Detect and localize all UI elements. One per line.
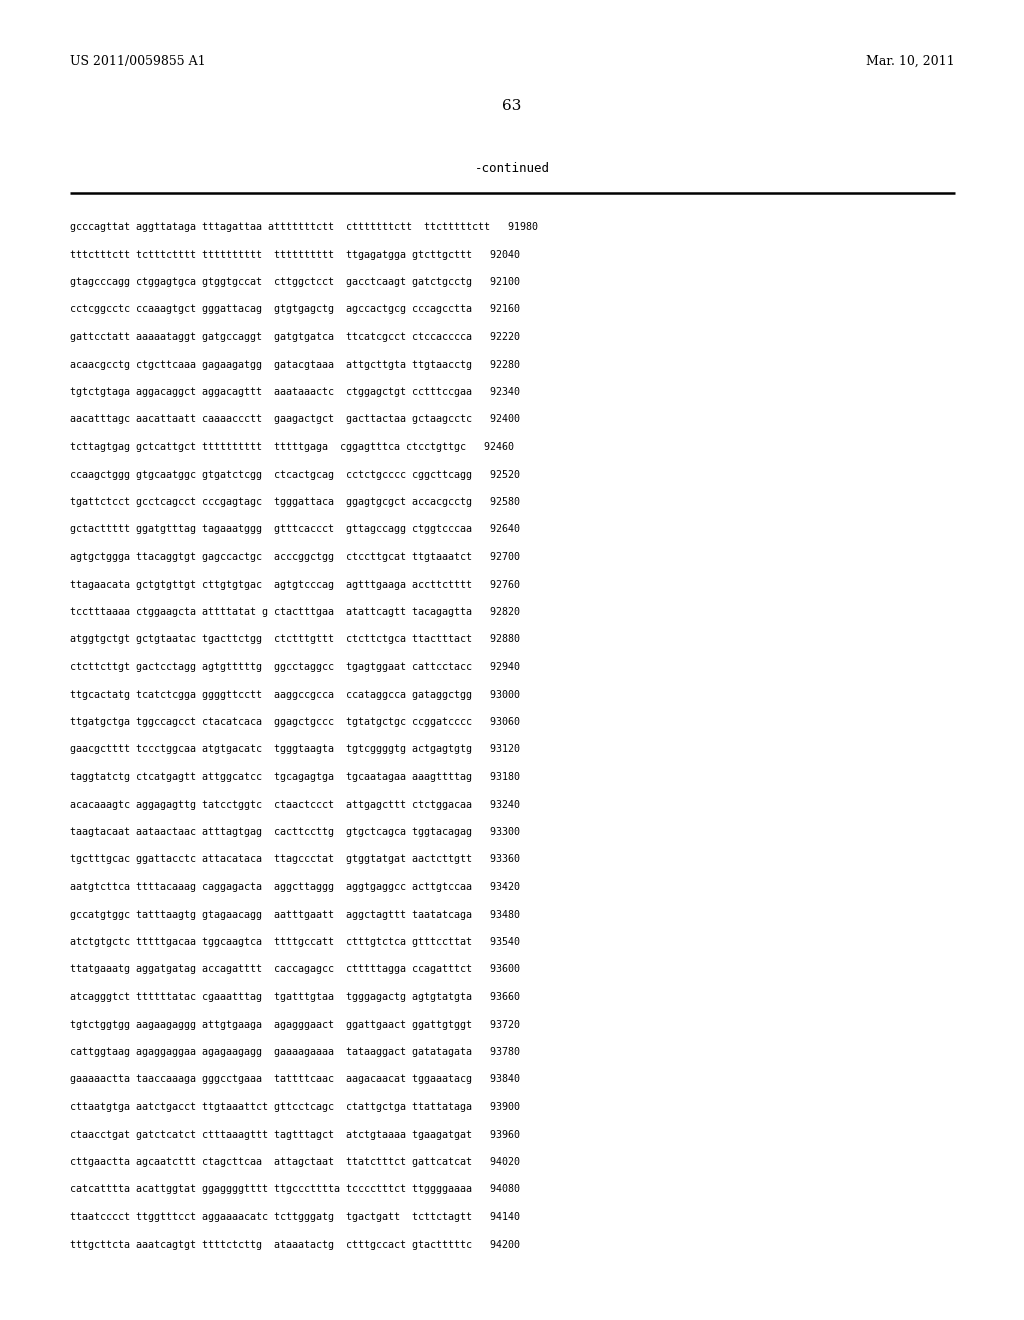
Text: cctcggcctc ccaaagtgct gggattacag  gtgtgagctg  agccactgcg cccagcctta   92160: cctcggcctc ccaaagtgct gggattacag gtgtgag… bbox=[70, 305, 520, 314]
Text: cattggtaag agaggaggaa agagaagagg  gaaaagaaaa  tataaggact gatatagata   93780: cattggtaag agaggaggaa agagaagagg gaaaaga… bbox=[70, 1047, 520, 1057]
Text: gattcctatt aaaaataggt gatgccaggt  gatgtgatca  ttcatcgcct ctccacccca   92220: gattcctatt aaaaataggt gatgccaggt gatgtga… bbox=[70, 333, 520, 342]
Text: gcccagttat aggttataga tttagattaa atttttttctt  ctttttttctt  ttctttttctt   91980: gcccagttat aggttataga tttagattaa atttttt… bbox=[70, 222, 538, 232]
Text: tcctttaaaa ctggaagcta attttatat g ctactttgaa  atattcagtt tacagagtta   92820: tcctttaaaa ctggaagcta attttatat g ctactt… bbox=[70, 607, 520, 616]
Text: tttgcttcta aaatcagtgt ttttctcttg  ataaatactg  ctttgccact gtactttttc   94200: tttgcttcta aaatcagtgt ttttctcttg ataaata… bbox=[70, 1239, 520, 1250]
Text: ttaatcccct ttggtttcct aggaaaacatc tcttgggatg  tgactgatt  tcttctagtt   94140: ttaatcccct ttggtttcct aggaaaacatc tcttgg… bbox=[70, 1212, 520, 1222]
Text: ccaagctggg gtgcaatggc gtgatctcgg  ctcactgcag  cctctgcccc cggcttcagg   92520: ccaagctggg gtgcaatggc gtgatctcgg ctcactg… bbox=[70, 470, 520, 479]
Text: cttgaactta agcaatcttt ctagcttcaa  attagctaat  ttatctttct gattcatcat   94020: cttgaactta agcaatcttt ctagcttcaa attagct… bbox=[70, 1158, 520, 1167]
Text: tgtctgtaga aggacaggct aggacagttt  aaataaactc  ctggagctgt cctttccgaa   92340: tgtctgtaga aggacaggct aggacagttt aaataaa… bbox=[70, 387, 520, 397]
Text: aatgtcttca ttttacaaag caggagacta  aggcttaggg  aggtgaggcc acttgtccaa   93420: aatgtcttca ttttacaaag caggagacta aggctta… bbox=[70, 882, 520, 892]
Text: gaacgctttt tccctggcaa atgtgacatc  tgggtaagta  tgtcggggtg actgagtgtg   93120: gaacgctttt tccctggcaa atgtgacatc tgggtaa… bbox=[70, 744, 520, 755]
Text: catcatttta acattggtat ggaggggtttt ttgccctttta tcccctttct ttggggaaaa   94080: catcatttta acattggtat ggaggggtttt ttgccc… bbox=[70, 1184, 520, 1195]
Text: ttgcactatg tcatctcgga ggggttcctt  aaggccgcca  ccataggcca gataggctgg   93000: ttgcactatg tcatctcgga ggggttcctt aaggccg… bbox=[70, 689, 520, 700]
Text: -continued: -continued bbox=[474, 162, 550, 176]
Text: ctcttcttgt gactcctagg agtgtttttg  ggcctaggcc  tgagtggaat cattcctacc   92940: ctcttcttgt gactcctagg agtgtttttg ggcctag… bbox=[70, 663, 520, 672]
Text: ttagaacata gctgtgttgt cttgtgtgac  agtgtcccag  agtttgaaga accttctttt   92760: ttagaacata gctgtgttgt cttgtgtgac agtgtcc… bbox=[70, 579, 520, 590]
Text: taggtatctg ctcatgagtt attggcatcc  tgcagagtga  tgcaatagaa aaagttttag   93180: taggtatctg ctcatgagtt attggcatcc tgcagag… bbox=[70, 772, 520, 781]
Text: atctgtgctc tttttgacaa tggcaagtca  ttttgccatt  ctttgtctca gtttccttat   93540: atctgtgctc tttttgacaa tggcaagtca ttttgcc… bbox=[70, 937, 520, 946]
Text: gtagcccagg ctggagtgca gtggtgccat  cttggctcct  gacctcaagt gatctgcctg   92100: gtagcccagg ctggagtgca gtggtgccat cttggct… bbox=[70, 277, 520, 286]
Text: aacatttagc aacattaatt caaaaccctt  gaagactgct  gacttactaa gctaagcctc   92400: aacatttagc aacattaatt caaaaccctt gaagact… bbox=[70, 414, 520, 425]
Text: tgtctggtgg aagaagaggg attgtgaaga  agagggaact  ggattgaact ggattgtggt   93720: tgtctggtgg aagaagaggg attgtgaaga agaggga… bbox=[70, 1019, 520, 1030]
Text: ttatgaaatg aggatgatag accagatttt  caccagagcc  ctttttagga ccagatttct   93600: ttatgaaatg aggatgatag accagatttt caccaga… bbox=[70, 965, 520, 974]
Text: gccatgtggc tatttaagtg gtagaacagg  aatttgaatt  aggctagttt taatatcaga   93480: gccatgtggc tatttaagtg gtagaacagg aatttga… bbox=[70, 909, 520, 920]
Text: ttgatgctga tggccagcct ctacatcaca  ggagctgccc  tgtatgctgc ccggatcccc   93060: ttgatgctga tggccagcct ctacatcaca ggagctg… bbox=[70, 717, 520, 727]
Text: acaacgcctg ctgcttcaaa gagaagatgg  gatacgtaaa  attgcttgta ttgtaacctg   92280: acaacgcctg ctgcttcaaa gagaagatgg gatacgt… bbox=[70, 359, 520, 370]
Text: 63: 63 bbox=[503, 99, 521, 114]
Text: acacaaagtc aggagagttg tatcctggtc  ctaactccct  attgagcttt ctctggacaa   93240: acacaaagtc aggagagttg tatcctggtc ctaactc… bbox=[70, 800, 520, 809]
Text: tttctttctt tctttctttt tttttttttt  tttttttttt  ttgagatgga gtcttgcttt   92040: tttctttctt tctttctttt tttttttttt ttttttt… bbox=[70, 249, 520, 260]
Text: taagtacaat aataactaac atttagtgag  cacttccttg  gtgctcagca tggtacagag   93300: taagtacaat aataactaac atttagtgag cacttcc… bbox=[70, 828, 520, 837]
Text: atcagggtct ttttttatac cgaaatttag  tgatttgtaa  tgggagactg agtgtatgta   93660: atcagggtct ttttttatac cgaaatttag tgatttg… bbox=[70, 993, 520, 1002]
Text: tgctttgcac ggattacctc attacataca  ttagccctat  gtggtatgat aactcttgtt   93360: tgctttgcac ggattacctc attacataca ttagccc… bbox=[70, 854, 520, 865]
Text: gaaaaactta taaccaaaga gggcctgaaa  tattttcaac  aagacaacat tggaaatacg   93840: gaaaaactta taaccaaaga gggcctgaaa tattttc… bbox=[70, 1074, 520, 1085]
Text: tgattctcct gcctcagcct cccgagtagc  tgggattaca  ggagtgcgct accacgcctg   92580: tgattctcct gcctcagcct cccgagtagc tgggatt… bbox=[70, 498, 520, 507]
Text: atggtgctgt gctgtaatac tgacttctgg  ctctttgttt  ctcttctgca ttactttact   92880: atggtgctgt gctgtaatac tgacttctgg ctctttg… bbox=[70, 635, 520, 644]
Text: tcttagtgag gctcattgct tttttttttt  tttttgaga  cggagtttca ctcctgttgc   92460: tcttagtgag gctcattgct tttttttttt tttttga… bbox=[70, 442, 514, 451]
Text: ctaacctgat gatctcatct ctttaaagttt tagtttagct  atctgtaaaa tgaagatgat   93960: ctaacctgat gatctcatct ctttaaagttt tagttt… bbox=[70, 1130, 520, 1139]
Text: US 2011/0059855 A1: US 2011/0059855 A1 bbox=[70, 55, 206, 69]
Text: agtgctggga ttacaggtgt gagccactgc  acccggctgg  ctccttgcat ttgtaaatct   92700: agtgctggga ttacaggtgt gagccactgc acccggc… bbox=[70, 552, 520, 562]
Text: gctacttttt ggatgtttag tagaaatggg  gtttcaccct  gttagccagg ctggtcccaa   92640: gctacttttt ggatgtttag tagaaatggg gtttcac… bbox=[70, 524, 520, 535]
Text: Mar. 10, 2011: Mar. 10, 2011 bbox=[866, 55, 955, 69]
Text: cttaatgtga aatctgacct ttgtaaattct gttcctcagc  ctattgctga ttattataga   93900: cttaatgtga aatctgacct ttgtaaattct gttcct… bbox=[70, 1102, 520, 1111]
